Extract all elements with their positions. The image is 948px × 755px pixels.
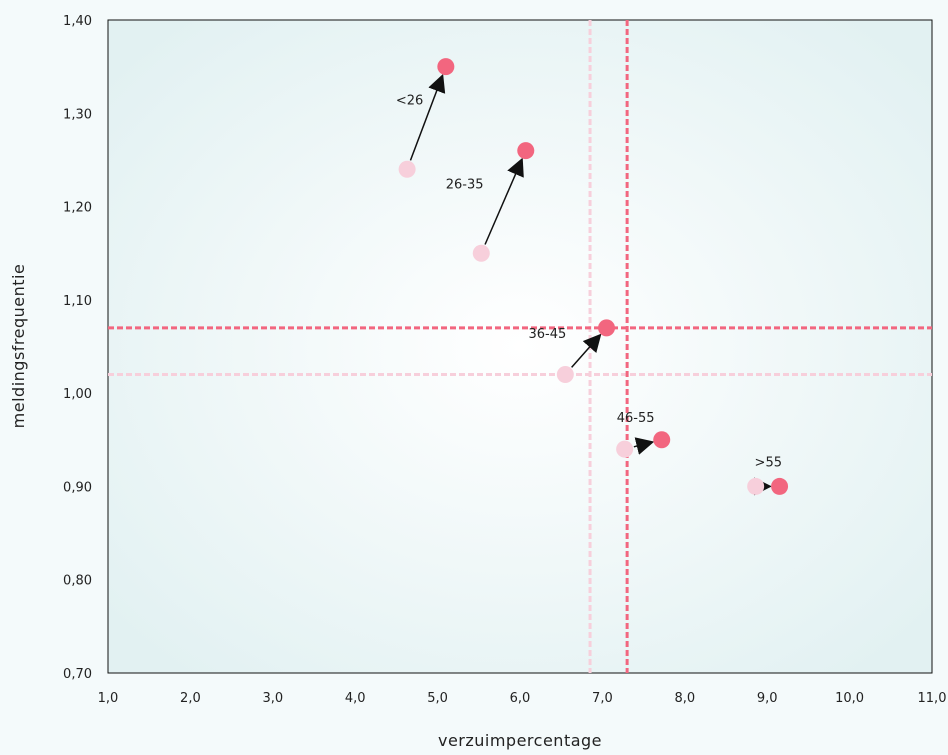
- point-before: [556, 365, 574, 383]
- x-tick-label: 7,0: [592, 691, 613, 706]
- y-tick-label: 1,30: [63, 107, 92, 122]
- point-label: 36-45: [529, 327, 567, 342]
- x-axis-ticks: 1,0 2,0 3,0 4,0 5,0 6,0 7,0 8,0 9,0 10,0 11,0: [98, 691, 947, 706]
- point-label: >55: [755, 455, 782, 470]
- y-tick-label: 0,90: [63, 480, 92, 495]
- point-after: [517, 142, 535, 160]
- y-tick-label: 0,80: [63, 574, 92, 589]
- arrows: [409, 73, 772, 496]
- point-labels: <26 26-35 36-45 46-55 >55: [396, 94, 782, 471]
- arrow: [571, 333, 602, 368]
- x-tick-label: 6,0: [510, 691, 531, 706]
- x-tick-label: 8,0: [674, 691, 695, 706]
- y-axis-title: meldingsfrequentie: [9, 264, 28, 429]
- x-tick-label: 9,0: [757, 691, 778, 706]
- plot-area: [107, 19, 933, 674]
- x-tick-label: 1,0: [98, 691, 119, 706]
- point-after: [598, 319, 616, 337]
- x-tick-label: 3,0: [262, 691, 283, 706]
- y-tick-label: 1,00: [63, 387, 92, 402]
- arrow: [409, 73, 446, 161]
- point-before: [747, 477, 765, 495]
- x-tick-label: 5,0: [427, 691, 448, 706]
- y-tick-label: 1,40: [63, 14, 92, 29]
- point-label: <26: [396, 94, 423, 109]
- point-before: [472, 244, 490, 262]
- x-tick-label: 4,0: [345, 691, 366, 706]
- x-tick-label: 11,0: [918, 691, 947, 706]
- point-before: [616, 440, 634, 458]
- x-tick-label: 2,0: [180, 691, 201, 706]
- point-label: 46-55: [617, 411, 655, 426]
- arrow: [484, 157, 524, 245]
- point-after: [771, 477, 789, 495]
- y-tick-label: 1,20: [63, 201, 92, 216]
- point-label: 26-35: [446, 178, 484, 193]
- arrow: [633, 437, 655, 455]
- points: [398, 58, 789, 495]
- point-after: [437, 58, 455, 76]
- y-axis-ticks: 0,70 0,80 0,90 1,00 1,10 1,20 1,30 1,40: [63, 14, 92, 682]
- x-axis-title: verzuimpercentage: [438, 731, 602, 750]
- point-before: [398, 160, 416, 178]
- y-tick-label: 1,10: [63, 294, 92, 309]
- x-tick-label: 10,0: [835, 691, 864, 706]
- point-after: [653, 431, 671, 449]
- y-tick-label: 0,70: [63, 667, 92, 682]
